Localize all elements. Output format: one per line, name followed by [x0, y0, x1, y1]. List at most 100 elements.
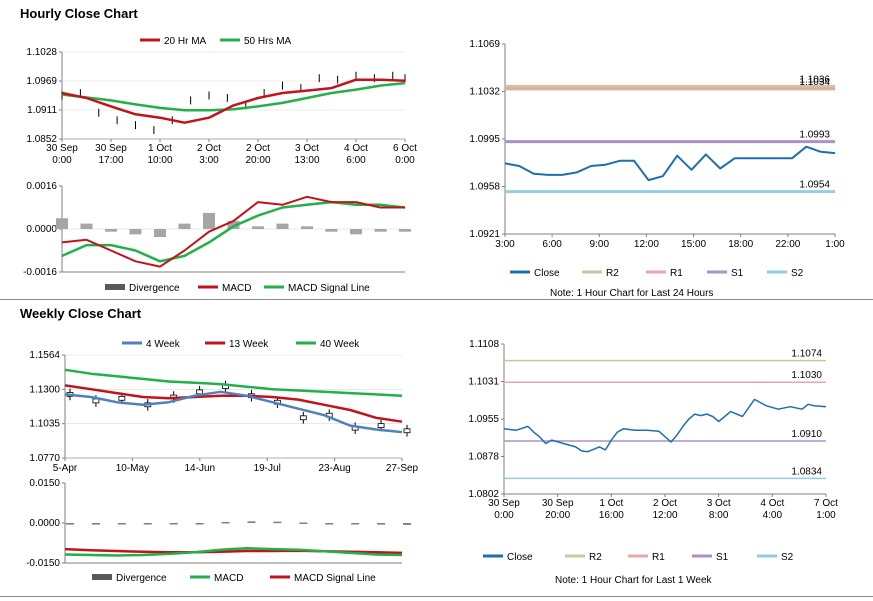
hourly-macd-divergence-bar [154, 229, 166, 238]
hourly-price-ma50-line [61, 81, 406, 112]
hourly-price-x-tick-label: 17:00 [98, 155, 123, 166]
hourly-price-x-tick-label: 0:00 [395, 155, 415, 166]
weekly-macd-y-tick-label: 0.0150 [29, 478, 60, 489]
weekly-close-x-tick-label: 16:00 [599, 510, 624, 521]
weekly-close-y-tick-label: 1.0878 [468, 452, 499, 463]
weekly-macd-divergence-bar [169, 523, 178, 525]
weekly-price-legend-label: 4 Week [146, 339, 181, 350]
weekly-macd-line [64, 547, 403, 557]
weekly-close-legend-label: R2 [589, 552, 602, 563]
hourly-macd-divergence-bar [105, 229, 117, 232]
hourly-price-x-tick-label: 0:00 [52, 155, 72, 166]
hourly-close-legend-label: Close [534, 268, 560, 279]
weekly-price-y-tick-label: 1.1564 [29, 350, 60, 361]
hourly-close-level-label: 1.0993 [799, 130, 830, 141]
weekly-macd-legend-label: Divergence [116, 573, 167, 584]
hourly-macd-divergence-bar [80, 223, 93, 229]
weekly-price-x-tick-label: 27-Sep [386, 463, 419, 474]
bottom-divider [0, 596, 873, 597]
hourly-price-y-tick-label: 1.1028 [26, 47, 57, 58]
hourly-price-legend-label: 20 Hr MA [164, 36, 207, 47]
weekly-price-legend-label: 40 Week [320, 339, 360, 350]
hourly-price-y-tick-label: 1.0911 [27, 105, 57, 116]
weekly-close-line [503, 398, 827, 453]
hourly-price-legend-label: 50 Hrs MA [244, 36, 292, 47]
hourly-close-note: Note: 1 Hour Chart for Last 24 Hours [550, 288, 713, 299]
weekly-macd-divergence-bar [143, 523, 152, 525]
hourly-macd-divergence-bar [252, 226, 264, 229]
weekly-macd-divergence-bar [66, 523, 74, 525]
hourly-price-y-tick-label: 1.0969 [26, 76, 57, 87]
weekly-macd-divergence-bar [325, 523, 334, 525]
weekly-close-x-tick-label: 7 Oct [814, 498, 838, 509]
hourly-close-y-tick-label: 1.0958 [469, 182, 500, 193]
weekly-price-y-tick-label: 1.1035 [29, 419, 60, 430]
weekly-price-legend-label: 13 Week [229, 339, 269, 350]
weekly-close-x-tick-label: 0:00 [494, 510, 514, 521]
hourly-macd-divergence-bar [325, 229, 338, 232]
weekly-close-y-tick-label: 1.0802 [468, 489, 499, 500]
weekly-macd-divergence-bar [377, 523, 386, 525]
hourly-price-x-tick-label: 10:00 [147, 155, 172, 166]
weekly-close-x-tick-label: 30 Sep [488, 498, 520, 509]
hourly-macd-legend-label: MACD Signal Line [288, 283, 370, 294]
hourly-macd-divergence-bar [203, 212, 215, 229]
weekly-close-level-label: 1.1074 [791, 349, 822, 360]
weekly-price-y-tick-label: 1.1300 [29, 384, 60, 395]
weekly-close-note: Note: 1 Hour Chart for Last 1 Week [555, 575, 713, 586]
weekly-macd-legend-label: MACD [214, 573, 243, 584]
weekly-close-level-label: 1.1030 [791, 370, 822, 381]
hourly-macd-divergence-bar [56, 218, 68, 229]
hourly-close-legend-label: S2 [791, 268, 804, 279]
hourly-macd-y-tick-label: 0.0016 [26, 181, 57, 192]
hourly-macd-signal-line [61, 200, 406, 263]
hourly-price-x-tick-label: 2 Oct [197, 143, 221, 154]
weekly-close-level-label: 1.0910 [791, 429, 822, 440]
weekly-close-y-tick-label: 1.0955 [468, 414, 499, 425]
weekly-price-x-tick-label: 14-Jun [185, 463, 216, 474]
weekly-close-x-tick-label: 2 Oct [653, 498, 677, 509]
weekly-macd-divergence-bar [351, 523, 360, 525]
hourly-close-legend-label: R2 [606, 268, 619, 279]
hourly-close-y-tick-label: 1.0921 [469, 229, 500, 240]
hourly-price-x-tick-label: 6:00 [346, 155, 366, 166]
weekly-price-x-tick-label: 5-Apr [53, 463, 78, 474]
hourly-macd-y-tick-label: -0.0016 [23, 267, 57, 278]
hourly-price-y-tick-label: 1.0852 [26, 134, 57, 145]
hourly-close-x-tick-label: 22:00 [775, 239, 800, 250]
weekly-close-legend-label: S2 [781, 552, 794, 563]
hourly-close-y-tick-label: 1.0995 [469, 134, 500, 145]
hourly-section-title: Hourly Close Chart [20, 6, 138, 21]
hourly-close-x-tick-label: 6:00 [542, 239, 562, 250]
weekly-close-legend-label: S1 [716, 552, 729, 563]
weekly-macd-divergence-bar [403, 523, 411, 525]
weekly-macd-divergence-bar [221, 521, 230, 524]
weekly-section-title: Weekly Close Chart [20, 306, 142, 321]
hourly-price-x-tick-label: 4 Oct [344, 143, 368, 154]
weekly-close-y-tick-label: 1.1108 [469, 339, 499, 350]
weekly-macd-legend-label: MACD Signal Line [294, 573, 376, 584]
weekly-close-x-tick-label: 20:00 [545, 510, 570, 521]
hourly-close-line [504, 145, 836, 182]
weekly-close-y-tick-label: 1.1031 [468, 377, 499, 388]
weekly-close-legend-label: Close [507, 552, 533, 563]
weekly-price-13w-line [64, 384, 403, 423]
hourly-price-x-tick-label: 6 Oct [393, 143, 417, 154]
weekly-macd-y-tick-label: -0.0150 [26, 558, 60, 569]
hourly-macd-legend-label: Divergence [129, 283, 180, 294]
hourly-close-legend-label: S1 [731, 268, 744, 279]
hourly-close-x-tick-label: 12:00 [634, 239, 659, 250]
section-divider [0, 299, 873, 300]
hourly-price-ma20-line [61, 78, 406, 124]
hourly-price-x-tick-label: 1 Oct [148, 143, 172, 154]
hourly-close-x-tick-label: 1:00 [825, 239, 845, 250]
weekly-price-candle-body [118, 395, 126, 401]
hourly-macd-divergence-bar [129, 229, 142, 235]
hourly-close-x-tick-label: 15:00 [681, 239, 706, 250]
hourly-close-x-tick-label: 3:00 [495, 239, 515, 250]
weekly-price-4w-line [64, 390, 403, 434]
weekly-macd-divergence-bar [247, 521, 256, 523]
